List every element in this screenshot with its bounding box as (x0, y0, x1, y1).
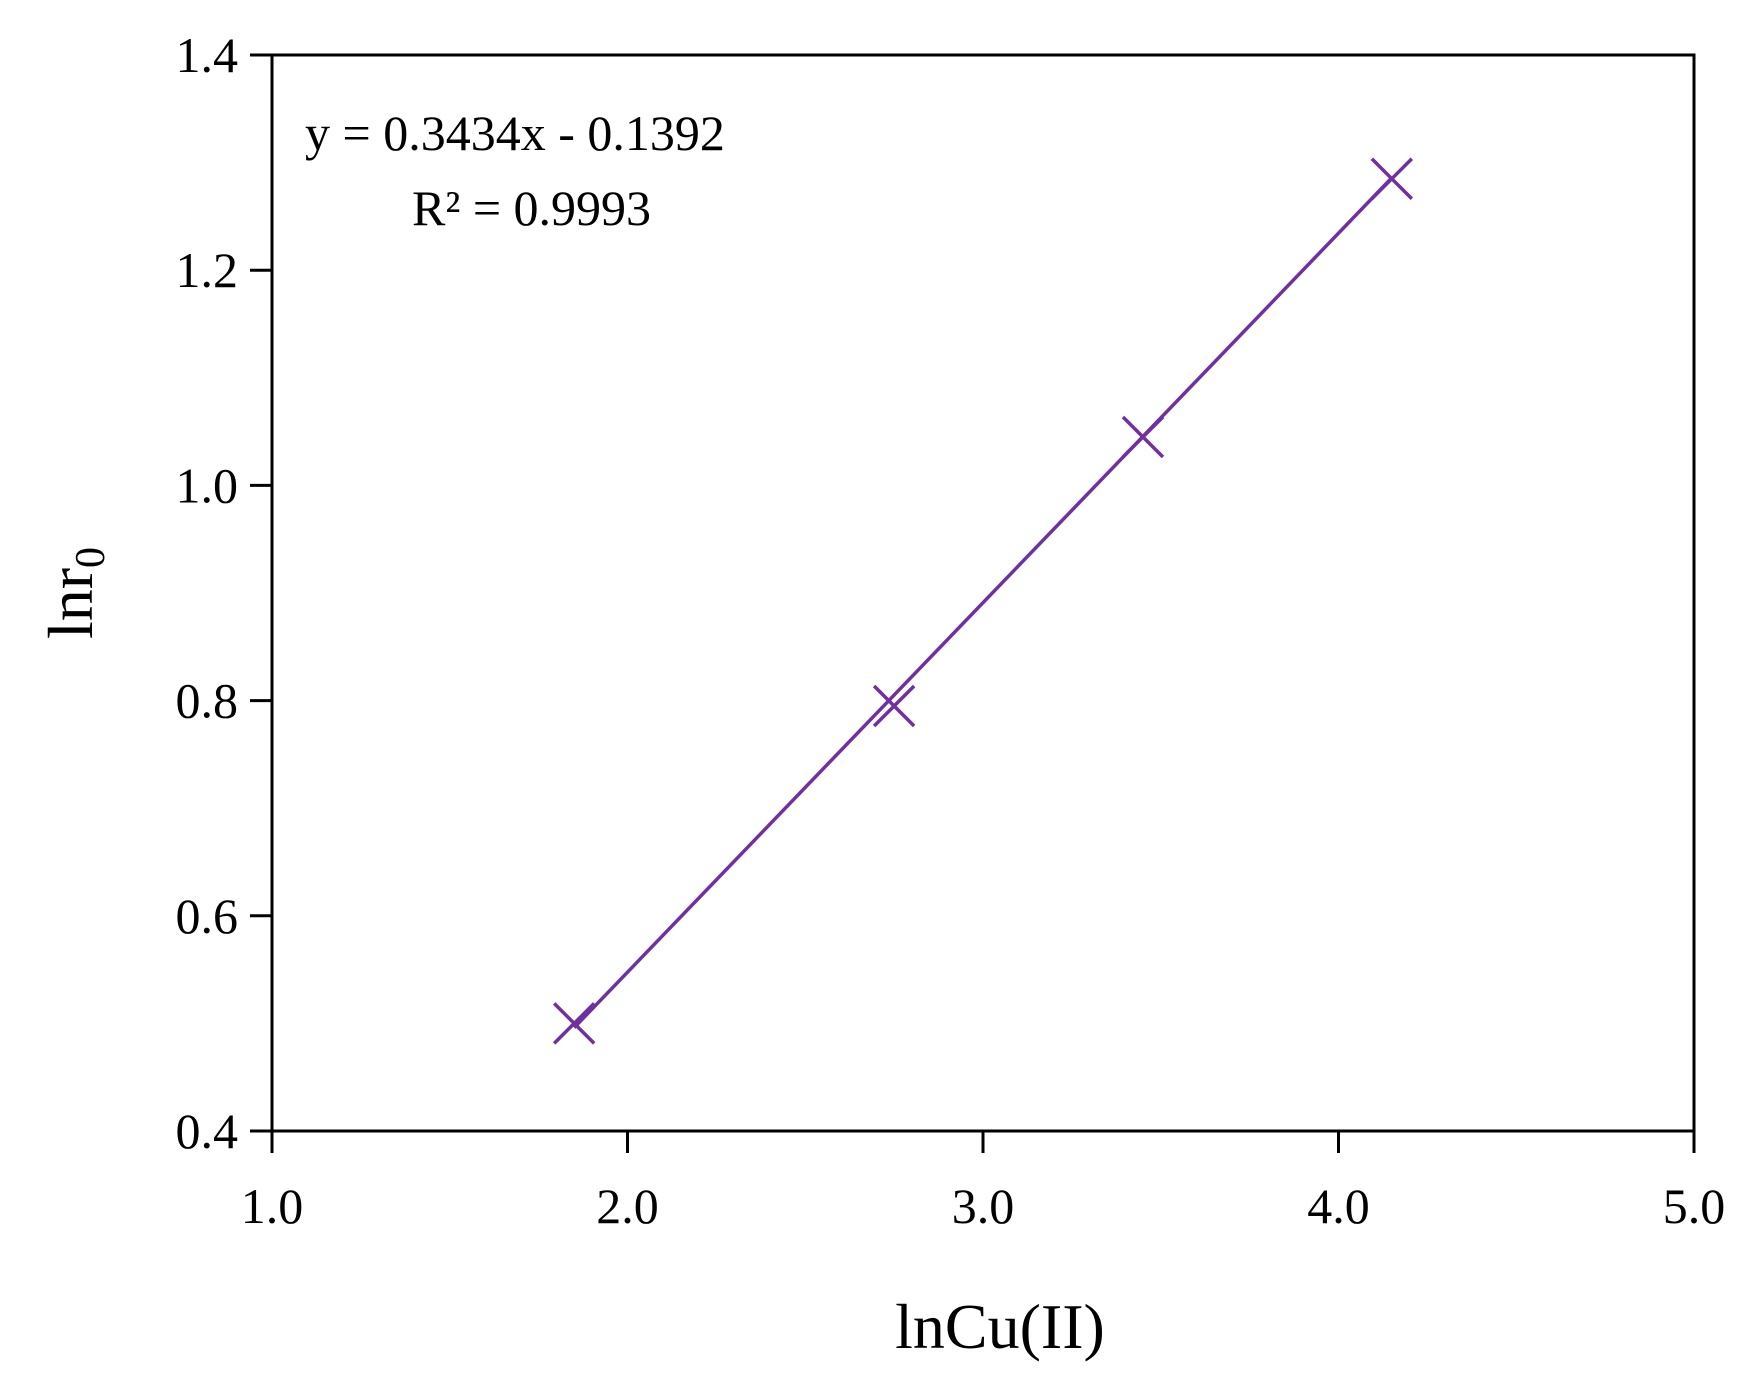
marker-stroke (552, 1002, 596, 1045)
data-points (552, 157, 1414, 1045)
x-tick-label: 2.0 (596, 1178, 659, 1234)
data-point-marker (1121, 415, 1165, 459)
y-axis-ticks: 0.4 0.6 0.8 1.0 1.2 1.4 (176, 27, 272, 1159)
y-tick-label: 0.6 (176, 888, 239, 944)
marker-stroke (1121, 415, 1165, 459)
y-axis-title-subscript: 0 (68, 547, 114, 568)
x-tick-label: 5.0 (1663, 1178, 1726, 1234)
x-tick-label: 3.0 (952, 1178, 1015, 1234)
y-tick-label: 0.8 (176, 673, 239, 729)
data-point-marker (872, 684, 916, 728)
x-tick-label: 4.0 (1307, 1178, 1370, 1234)
marker-stroke (872, 684, 916, 728)
x-axis-ticks: 1.0 2.0 3.0 4.0 5.0 (241, 1131, 1726, 1234)
trendline (572, 176, 1394, 1029)
x-axis-title: lnCu(II) (895, 1291, 1105, 1362)
y-axis-title-main: lnr (35, 568, 106, 639)
y-tick-label: 1.4 (176, 27, 239, 83)
marker-stroke (1370, 157, 1414, 200)
trendline-layer (572, 176, 1394, 1029)
data-point-marker (1370, 157, 1414, 200)
trendline-r2: R² = 0.9993 (412, 180, 651, 236)
y-tick-label: 0.4 (176, 1103, 239, 1159)
y-tick-label: 1.2 (176, 242, 239, 298)
x-tick-label: 1.0 (241, 1178, 304, 1234)
y-tick-label: 1.0 (176, 457, 239, 513)
svg-text:lnr0: lnr0 (35, 547, 114, 639)
y-axis-title: lnr0 (35, 547, 114, 639)
trendline-equation: y = 0.3434x - 0.1392 (305, 105, 725, 161)
data-point-marker (552, 1002, 596, 1045)
